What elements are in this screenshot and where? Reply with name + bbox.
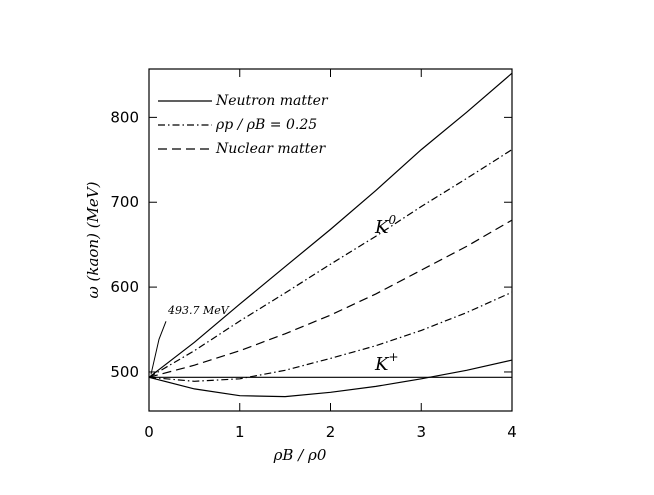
series-line (148, 72, 513, 378)
legend-label: Nuclear matter (215, 141, 327, 157)
x-tick-label: 1 (235, 423, 245, 441)
annotation: 493.7 MeV (167, 304, 230, 317)
annotation-sup: + (388, 350, 398, 364)
series-line (148, 291, 513, 382)
x-tick-label: 2 (326, 423, 336, 441)
series-line (148, 219, 513, 378)
x-tick-label: 4 (507, 423, 517, 441)
legend-label: Neutron matter (215, 93, 329, 109)
annotation-pointer (150, 321, 167, 375)
x-tick-label: 3 (416, 423, 426, 441)
y-tick-label: 500 (110, 363, 139, 381)
series-line (148, 149, 513, 378)
annotation: K+ (374, 350, 399, 375)
x-axis-label: ρB / ρ0 (273, 446, 327, 464)
y-tick-label: 600 (110, 278, 139, 296)
annotation: K0 (374, 213, 396, 238)
y-axis-label: ω (kaon) (MeV) (84, 181, 102, 298)
annotation-text: K (374, 354, 390, 375)
legend-label: ρp / ρB = 0.25 (215, 117, 317, 133)
x-tick-label: 0 (144, 423, 154, 441)
y-tick-label: 700 (110, 193, 139, 211)
annotation-text: K (374, 217, 390, 238)
y-tick-label: 800 (110, 108, 139, 126)
annotation-sup: 0 (388, 213, 396, 227)
series-line (148, 359, 513, 398)
